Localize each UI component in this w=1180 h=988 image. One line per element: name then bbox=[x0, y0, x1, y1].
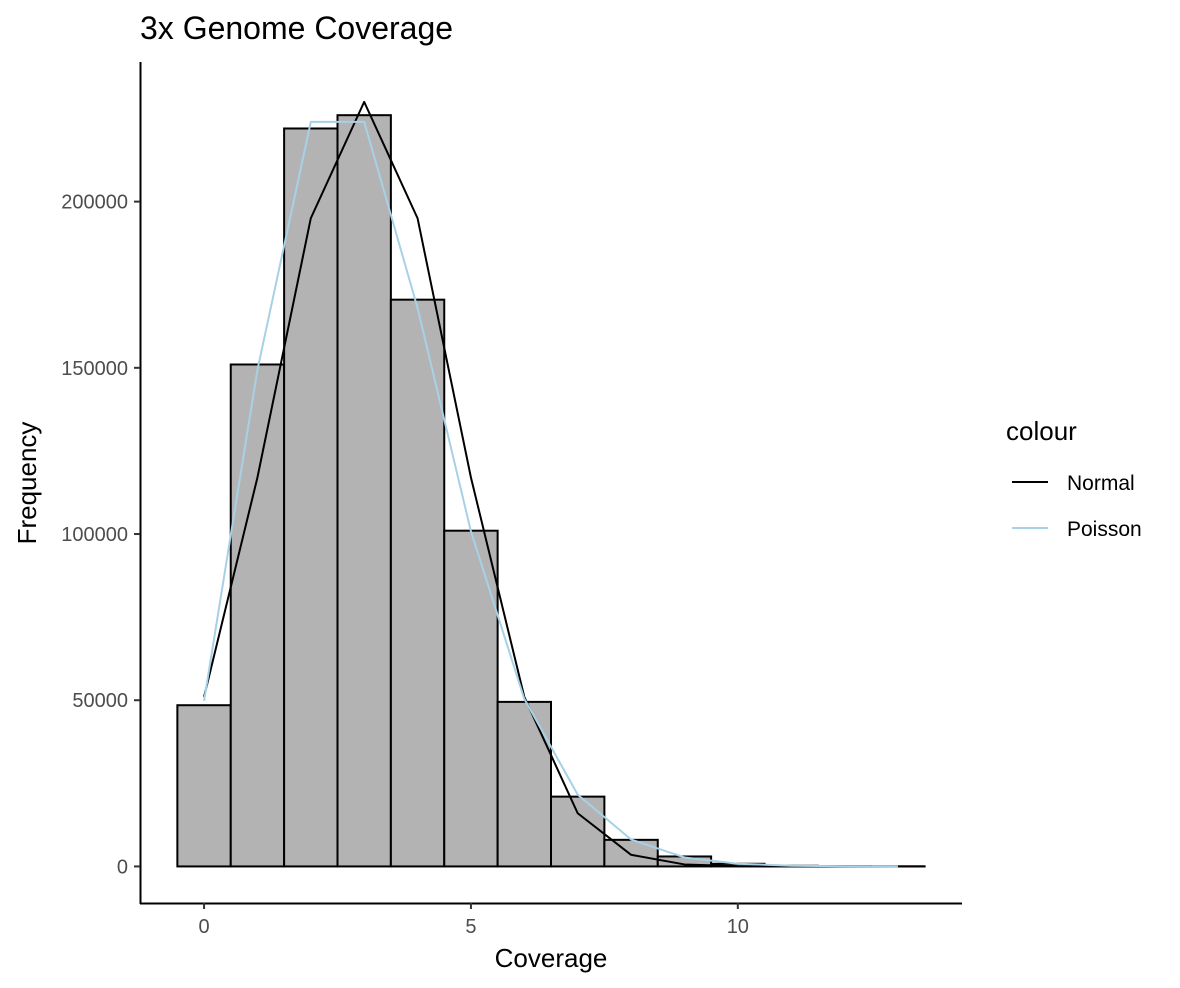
series-line-poisson bbox=[203, 120, 898, 868]
y-tick-label: 0 bbox=[117, 856, 128, 878]
legend-label-poisson: Poisson bbox=[1067, 518, 1142, 541]
density-lines bbox=[203, 100, 925, 868]
histogram-bar bbox=[443, 529, 499, 868]
y-tick-label: 50000 bbox=[72, 690, 128, 712]
x-tick-label: 0 bbox=[198, 916, 209, 938]
y-axis-ticks: 0 50000 100000 150000 200000 bbox=[61, 192, 140, 878]
y-tick-label: 200000 bbox=[61, 192, 128, 214]
histogram-bars bbox=[176, 114, 926, 868]
x-tick-label: 5 bbox=[465, 916, 476, 938]
y-tick-label: 150000 bbox=[61, 358, 128, 380]
histogram-bar bbox=[229, 363, 286, 868]
histogram-bar bbox=[603, 838, 659, 868]
legend: colour Normal Poisson bbox=[1006, 416, 1142, 541]
histogram-bar bbox=[336, 114, 392, 868]
x-tick-label: 10 bbox=[727, 916, 749, 938]
histogram-bar bbox=[496, 700, 553, 868]
legend-label-normal: Normal bbox=[1067, 472, 1135, 495]
chart-title: 3x Genome Coverage bbox=[140, 10, 453, 46]
x-axis-title: Coverage bbox=[495, 943, 608, 973]
histogram-bar bbox=[176, 704, 232, 868]
y-tick-label: 100000 bbox=[61, 524, 128, 546]
histogram-bar bbox=[389, 298, 446, 868]
histogram-bar bbox=[283, 127, 339, 868]
y-axis-title: Frequency bbox=[12, 422, 42, 545]
x-axis-ticks: 0 5 10 bbox=[198, 903, 749, 938]
histogram-bar bbox=[550, 795, 606, 868]
legend-items: Normal Poisson bbox=[1012, 472, 1142, 541]
legend-title: colour bbox=[1006, 416, 1077, 446]
